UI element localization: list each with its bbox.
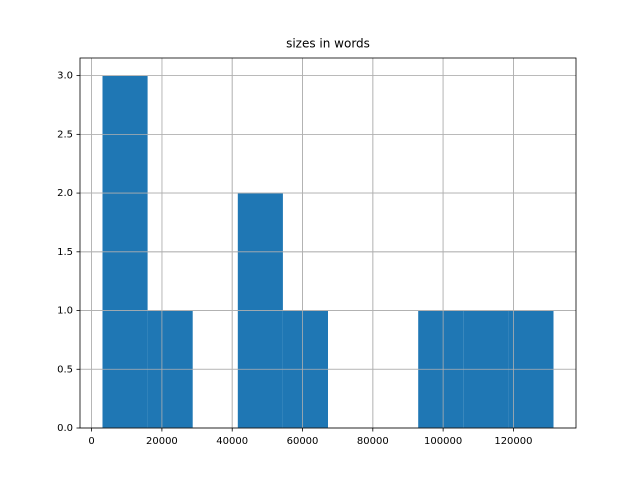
x-tick-label: 60000 (287, 436, 319, 447)
chart-title: sizes in words (286, 37, 370, 51)
y-tick-label: 3.0 (57, 71, 73, 82)
y-tick-label: 2.5 (57, 129, 73, 140)
x-tick-label: 120000 (494, 436, 532, 447)
y-tick-label: 2.0 (57, 188, 73, 199)
y-tick-label: 1.5 (57, 247, 73, 258)
y-tick-label: 0.5 (57, 364, 73, 375)
x-tick-label: 100000 (424, 436, 462, 447)
axes-frame (79, 57, 577, 429)
x-tick-label: 0 (88, 436, 94, 447)
y-tick-label: 1.0 (57, 306, 73, 317)
x-tick-label: 20000 (146, 436, 178, 447)
x-tick-label: 40000 (216, 436, 248, 447)
x-tick-label: 80000 (357, 436, 389, 447)
y-tick-label: 0.0 (57, 423, 73, 434)
